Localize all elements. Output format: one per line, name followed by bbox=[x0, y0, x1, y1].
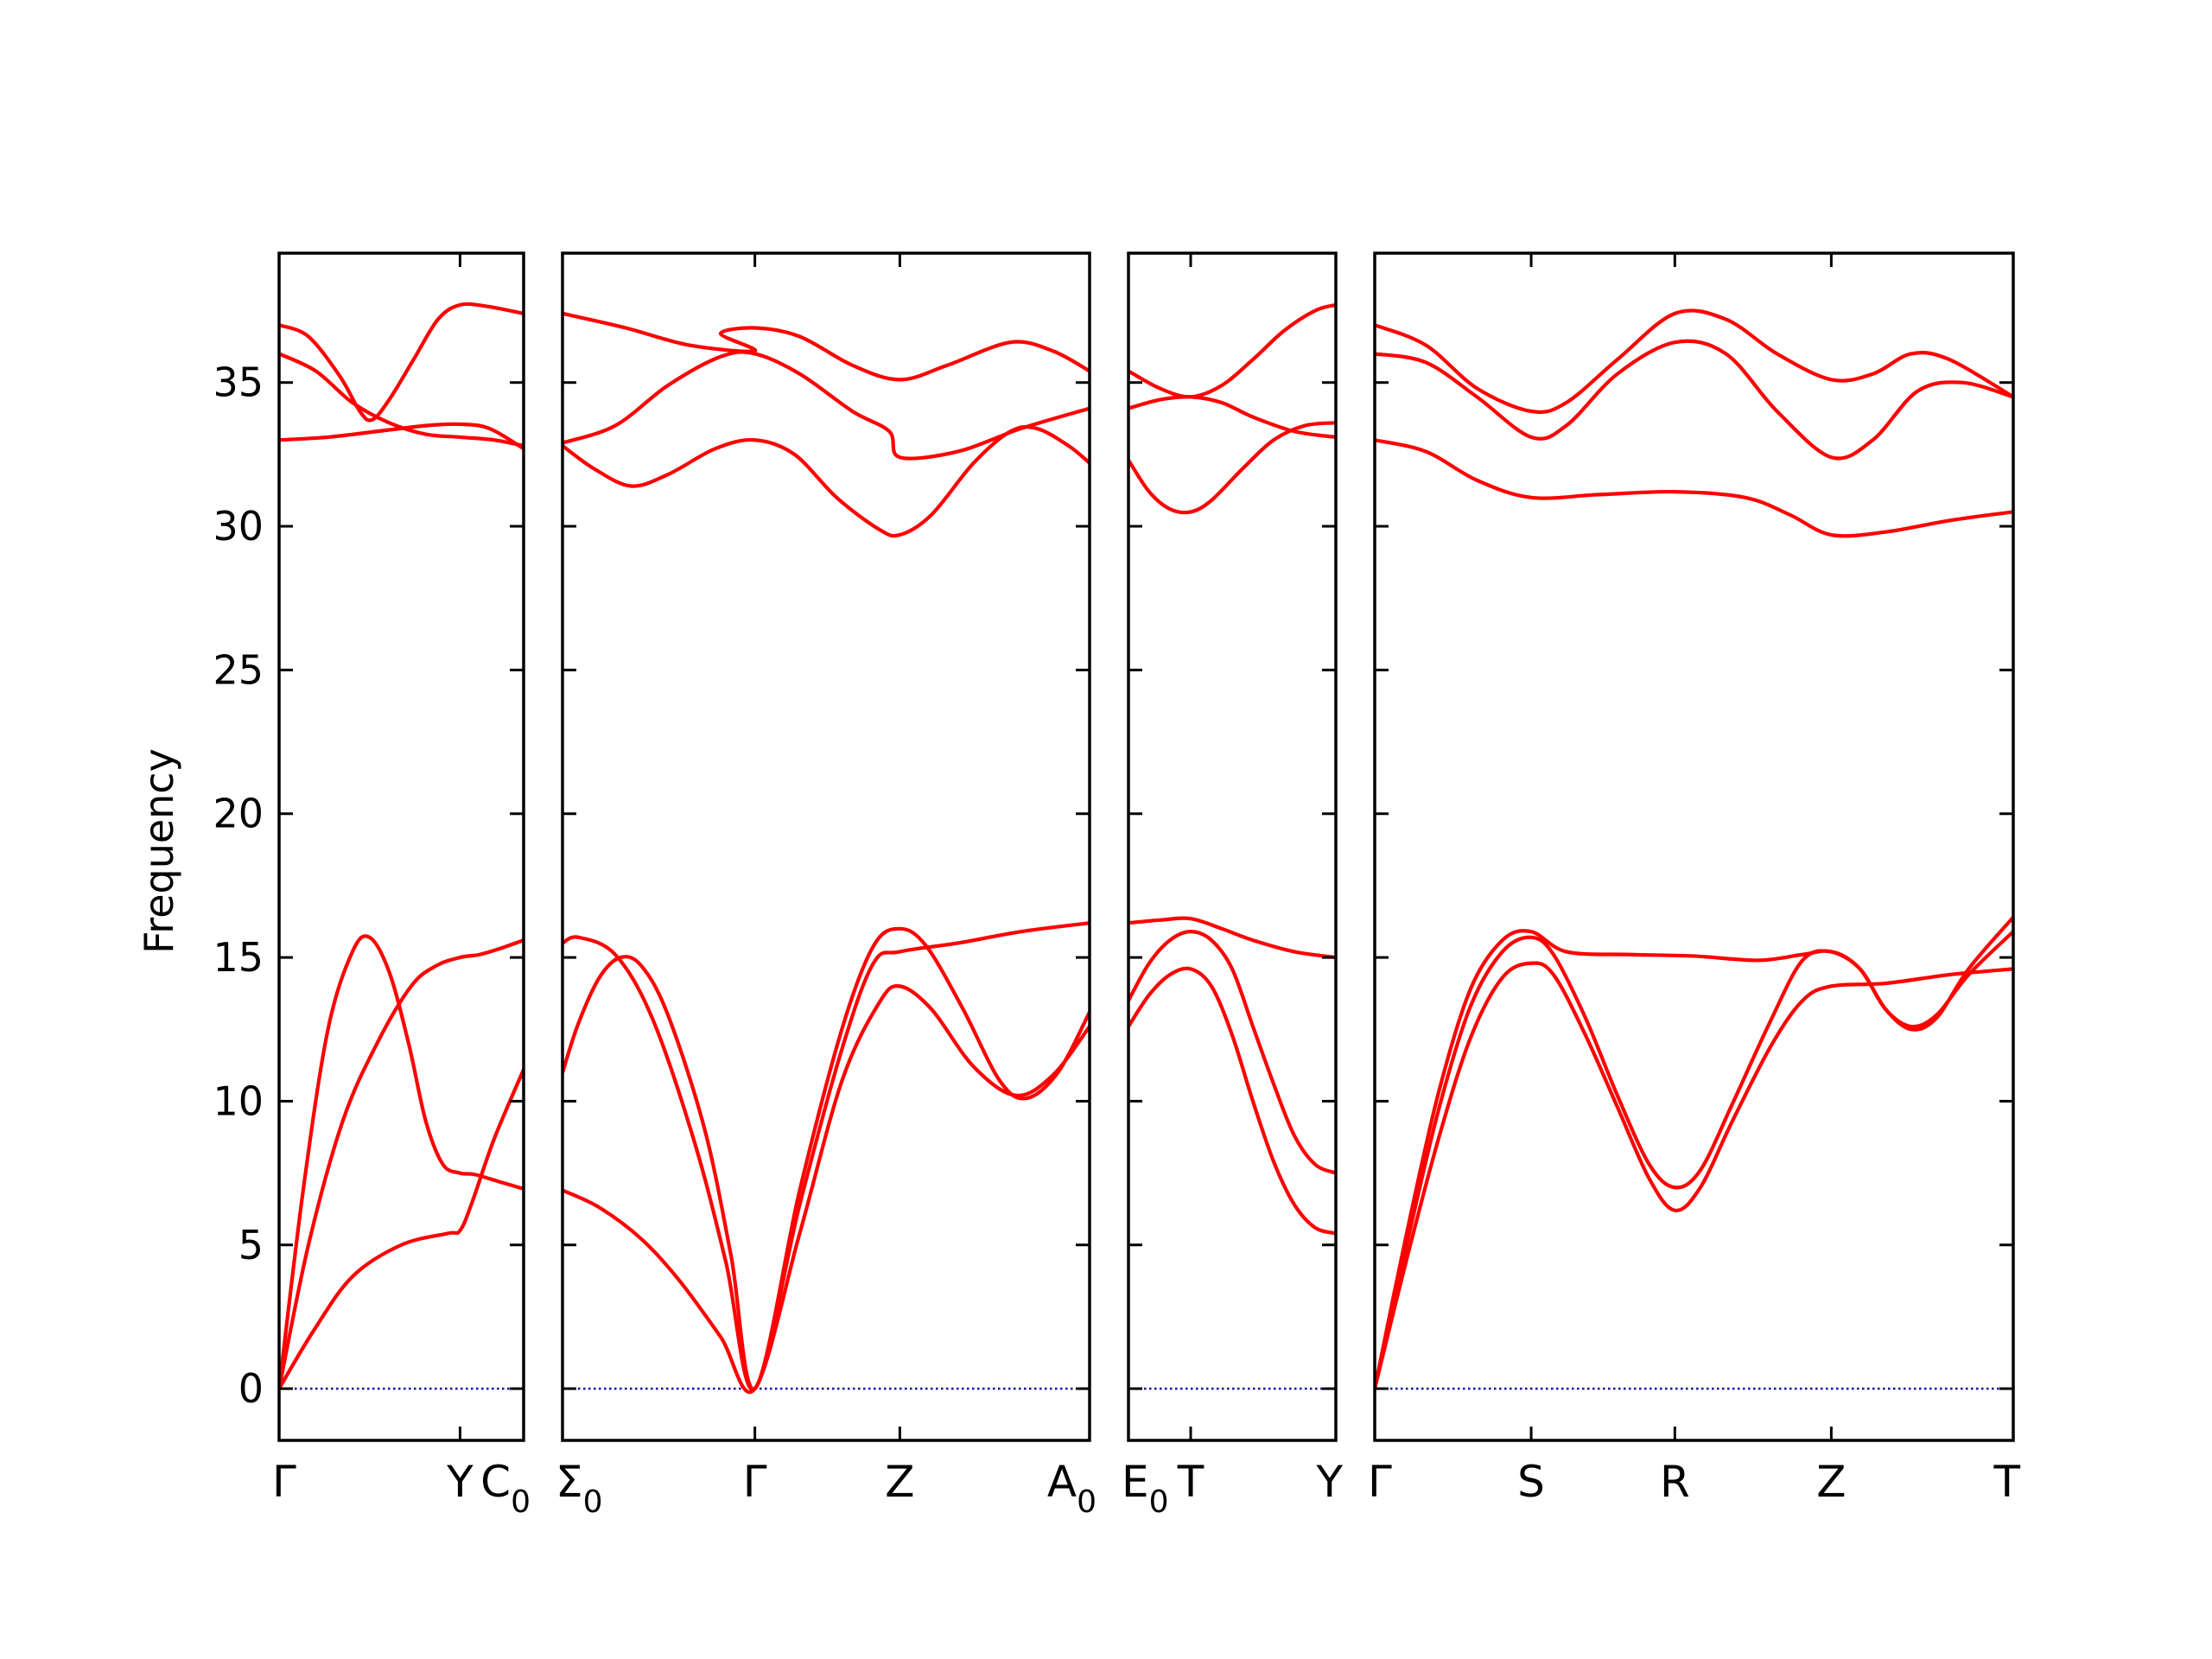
panel-3-band-6-line bbox=[1128, 302, 1336, 399]
panel-4-band-1-line bbox=[1375, 961, 2013, 1391]
panel-1-band-3-line bbox=[279, 934, 524, 1391]
panel-4-band-3-line bbox=[1375, 915, 2013, 1391]
panel-4-hs-label-2: R bbox=[1660, 1457, 1690, 1507]
panel-2-hs-label-3-main: A bbox=[1047, 1457, 1077, 1507]
panel-3-hs-label-1: T bbox=[1177, 1457, 1205, 1507]
panel-2-hs-label-3-sub: 0 bbox=[1077, 1484, 1096, 1520]
ytick-label-20: 20 bbox=[213, 791, 264, 837]
panel-1-hs-label-0-main: Γ bbox=[272, 1457, 296, 1507]
ytick-label-0: 0 bbox=[238, 1365, 264, 1412]
panel-2-hs-label-2: Z bbox=[885, 1457, 914, 1507]
ytick-label-5: 5 bbox=[238, 1222, 264, 1268]
panel-3-group: E0 T Y bbox=[1122, 251, 1343, 1520]
panel-1-hs-label-2: C0 bbox=[480, 1457, 531, 1520]
panel-3-hs-label-0: E0 bbox=[1122, 1457, 1169, 1520]
panel-3-band-1-line bbox=[1128, 966, 1336, 1236]
panel-2-band-6-line bbox=[563, 311, 1090, 382]
panel-2-band-4-line bbox=[563, 424, 1090, 538]
panel-2-hs-label-0: Σ0 bbox=[556, 1457, 603, 1520]
panel-4-hs-label-4-main: T bbox=[1993, 1457, 2020, 1507]
ytick-label-30: 30 bbox=[213, 503, 264, 550]
panel-4-hs-label-4: T bbox=[1993, 1457, 2020, 1507]
panel-4-band-6-line bbox=[1375, 308, 2013, 415]
panel-4-hs-label-2-main: R bbox=[1660, 1457, 1690, 1507]
panel-2-band-3-line bbox=[563, 926, 1090, 1392]
panel-3-band-3-line bbox=[1128, 916, 1336, 960]
panel-2-hs-label-0-sub: 0 bbox=[583, 1484, 603, 1520]
panel-3-hs-label-0-sub: 0 bbox=[1149, 1484, 1169, 1520]
panel-4-band-2-line bbox=[1375, 930, 2013, 1391]
panel-4-bands bbox=[1375, 308, 2013, 1391]
panel-2-frame bbox=[561, 251, 1091, 1442]
ytick-label-10: 10 bbox=[213, 1077, 264, 1124]
panel-2-hs-label-3: A0 bbox=[1047, 1457, 1096, 1520]
panel-3-band-4-line bbox=[1128, 421, 1336, 515]
panel-1-band-1-line bbox=[279, 1067, 524, 1391]
panel-1-hs-label-2-sub: 0 bbox=[511, 1484, 531, 1520]
panel-1-hs-label-1-main: Y bbox=[446, 1457, 474, 1507]
panel-1-frame bbox=[277, 251, 525, 1442]
panel-1-hs-label-2-main: C bbox=[480, 1457, 511, 1507]
panel-4-hs-label-0-main: Γ bbox=[1368, 1457, 1392, 1507]
panel-4-frame bbox=[1373, 251, 2015, 1442]
panel-3-band-5-line bbox=[1128, 395, 1336, 440]
panel-2-bands bbox=[563, 311, 1090, 1394]
panel-1-band-5-line bbox=[279, 352, 524, 448]
panel-2-hs-label-0-main: Σ bbox=[556, 1457, 583, 1507]
panel-4-hs-label-1: S bbox=[1517, 1457, 1545, 1507]
panel-3-bands bbox=[1128, 302, 1336, 1236]
ytick-label-15: 15 bbox=[213, 934, 264, 981]
panel-4-band-4-line bbox=[1375, 438, 2013, 538]
panel-3-hs-label-2-main: Y bbox=[1315, 1457, 1343, 1507]
panel-3-hs-label-0-main: E bbox=[1122, 1457, 1149, 1507]
panel-3-hs-label-1-main: T bbox=[1177, 1457, 1205, 1507]
panel-2-hs-label-1: Γ bbox=[743, 1457, 767, 1507]
panel-1-band-4-line bbox=[279, 422, 524, 451]
panel-4-hs-label-1-main: S bbox=[1517, 1457, 1545, 1507]
panel-2-group: Σ0 Γ Z A0 bbox=[556, 251, 1096, 1520]
panel-4-hs-label-3-main: Z bbox=[1816, 1457, 1846, 1507]
y-axis-label: Frequency bbox=[136, 748, 182, 954]
panel-2-band-1-line bbox=[563, 984, 1090, 1394]
panel-4-band-5-line bbox=[1375, 339, 2013, 461]
panel-2-hs-label-1-main: Γ bbox=[743, 1457, 767, 1507]
panel-3-frame bbox=[1127, 251, 1338, 1442]
panel-4-hs-label-3: Z bbox=[1816, 1457, 1846, 1507]
panel-2-hs-label-2-main: Z bbox=[885, 1457, 914, 1507]
panel-1-hs-label-1: Y bbox=[446, 1457, 474, 1507]
panel-3-band-2-line bbox=[1128, 930, 1336, 1175]
ytick-label-35: 35 bbox=[213, 359, 264, 406]
ytick-label-25: 25 bbox=[213, 646, 264, 693]
panel-3-hs-label-2: Y bbox=[1315, 1457, 1343, 1507]
panel-4-hs-label-0: Γ bbox=[1368, 1457, 1392, 1507]
panel-1-hs-label-0: Γ bbox=[272, 1457, 296, 1507]
panel-1-bands bbox=[279, 302, 524, 1391]
panel-1-band-6-line bbox=[279, 302, 524, 423]
panel-2-band-5-line bbox=[563, 350, 1090, 461]
panel-1-band-2-line bbox=[279, 938, 524, 1391]
